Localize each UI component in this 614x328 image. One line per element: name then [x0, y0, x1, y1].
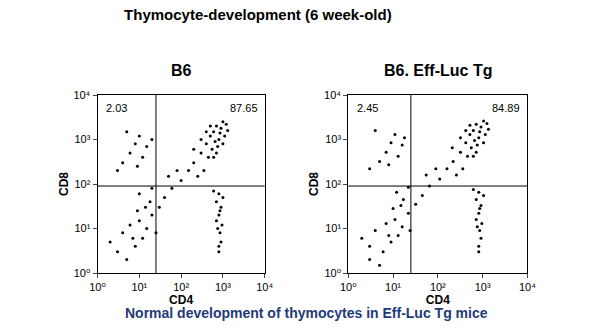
svg-text:10⁴: 10⁴ — [519, 281, 536, 293]
svg-text:10¹: 10¹ — [325, 222, 341, 234]
svg-text:10⁰: 10⁰ — [74, 267, 91, 279]
svg-text:10²: 10² — [430, 281, 446, 293]
svg-text:CD4: CD4 — [426, 293, 450, 307]
svg-text:Thymocyte-development (6 week-: Thymocyte-development (6 week-old) — [124, 6, 392, 23]
svg-text:10⁰: 10⁰ — [89, 281, 106, 293]
svg-text:10²: 10² — [173, 281, 189, 293]
svg-text:10³: 10³ — [475, 281, 491, 293]
svg-text:CD8: CD8 — [307, 172, 321, 196]
svg-text:10¹: 10¹ — [131, 281, 147, 293]
svg-text:10⁴: 10⁴ — [256, 281, 273, 293]
svg-text:10¹: 10¹ — [385, 281, 401, 293]
svg-text:CD4: CD4 — [169, 293, 193, 307]
svg-text:10²: 10² — [74, 178, 90, 190]
svg-text:87.65: 87.65 — [230, 102, 258, 114]
svg-text:10⁴: 10⁴ — [73, 89, 90, 101]
svg-text:10²: 10² — [325, 178, 341, 190]
svg-text:10³: 10³ — [215, 281, 231, 293]
svg-text:10¹: 10¹ — [74, 222, 90, 234]
svg-text:2.45: 2.45 — [357, 102, 378, 114]
svg-text:10⁰: 10⁰ — [340, 281, 357, 293]
svg-text:84.89: 84.89 — [492, 102, 520, 114]
svg-text:Normal development of thymocyt: Normal development of thymocytes in Eff-… — [125, 305, 488, 321]
svg-text:10⁴: 10⁴ — [324, 89, 341, 101]
svg-text:10³: 10³ — [325, 133, 341, 145]
svg-text:B6: B6 — [171, 62, 192, 79]
svg-text:CD8: CD8 — [57, 172, 71, 196]
svg-text:2.03: 2.03 — [106, 102, 127, 114]
svg-text:10³: 10³ — [74, 133, 90, 145]
svg-text:B6. Eff-Luc Tg: B6. Eff-Luc Tg — [384, 62, 492, 79]
svg-text:10⁰: 10⁰ — [324, 267, 341, 279]
